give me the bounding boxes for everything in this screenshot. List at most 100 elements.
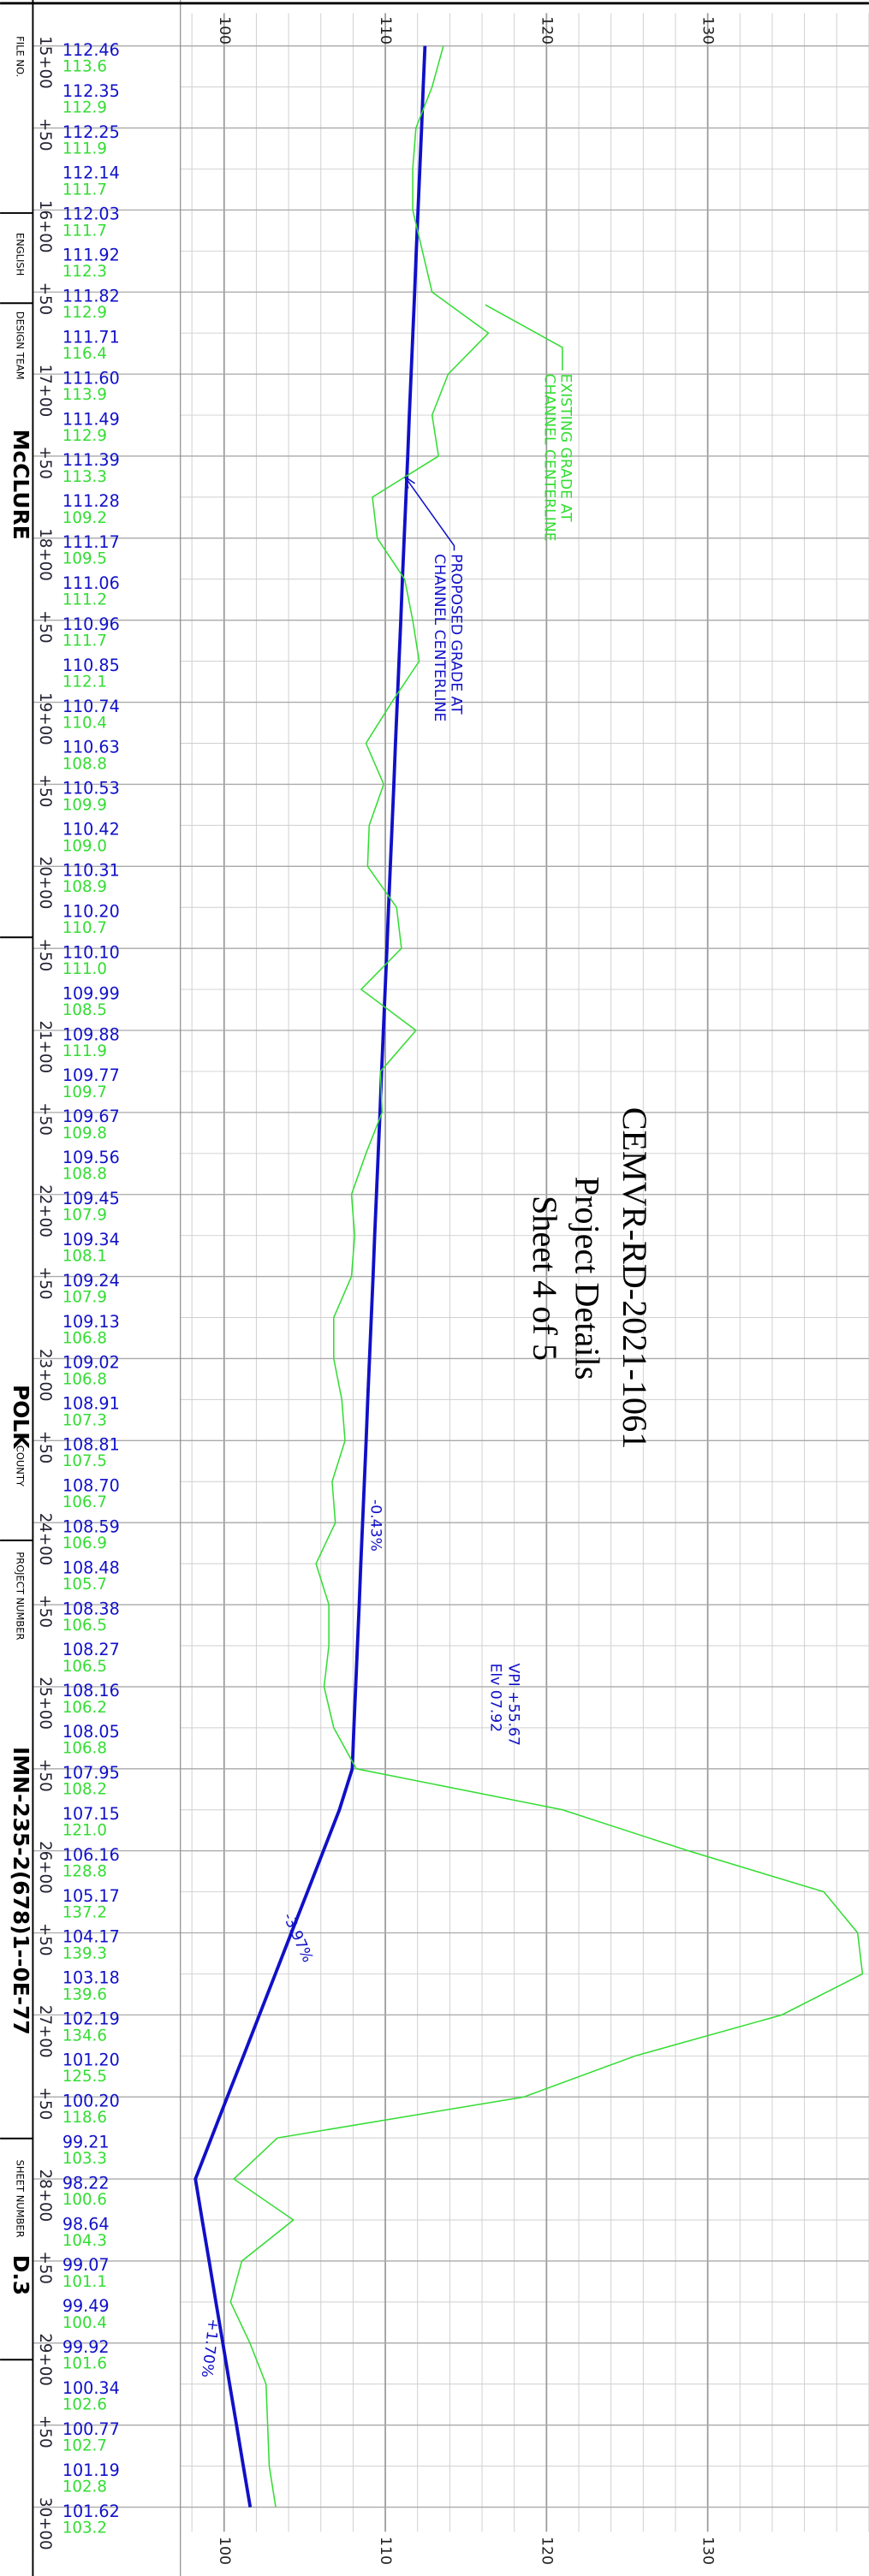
y-tick-label: 110 — [377, 2537, 394, 2565]
elevation-label: 110.63 — [62, 738, 120, 757]
elevation-label: 106.8 — [62, 1329, 107, 1347]
elevation-label: 102.8 — [62, 2478, 107, 2496]
annotation: -0.43% — [367, 1499, 384, 1552]
elevation-label: 112.3 — [62, 263, 107, 281]
x-tick-label: 17+00 — [36, 365, 54, 418]
x-tick-label: +50 — [36, 1759, 54, 1791]
elevation-label: 105.17 — [62, 1886, 120, 1906]
elevation-label: 101.1 — [62, 2273, 107, 2291]
elevation-label: 121.0 — [62, 1822, 107, 1840]
elevation-label: 100.6 — [62, 2191, 107, 2209]
x-tick-label: +50 — [36, 2251, 54, 2283]
elevation-label: 110.96 — [62, 614, 120, 634]
x-tick-label: 28+00 — [36, 2169, 54, 2223]
elevation-label: 108.8 — [62, 755, 107, 773]
chart-title: CEMVR-RD-2021-1061 — [616, 1107, 654, 1450]
elevation-label: 106.16 — [62, 1845, 120, 1865]
x-tick-label: 18+00 — [36, 528, 54, 581]
elevation-label: 128.8 — [62, 1863, 107, 1881]
x-tick-label: 27+00 — [36, 2005, 54, 2058]
elevation-label: 110.42 — [62, 820, 120, 840]
x-tick-label: 15+00 — [36, 36, 54, 89]
elevation-label: 107.3 — [62, 1411, 107, 1429]
elevation-label: 109.88 — [62, 1024, 120, 1044]
elevation-label: 111.82 — [62, 286, 120, 306]
elevation-label: 99.49 — [62, 2296, 110, 2316]
elevation-label: 111.17 — [62, 532, 120, 552]
elevation-label: 109.99 — [62, 983, 120, 1003]
leader-line — [404, 476, 455, 551]
elevation-label: 109.2 — [62, 509, 107, 527]
plot: 112.46 112.35 112.25 112.14 112.03 111.92 111.… — [62, 40, 864, 2537]
elevation-label: 112.46 — [62, 40, 120, 60]
elevation-label: 108.48 — [62, 1558, 120, 1577]
elevation-label: 107.9 — [62, 1288, 107, 1306]
elevation-label: 110.74 — [62, 697, 120, 716]
elevation-label: 99.21 — [62, 2132, 110, 2152]
elevation-label: 109.45 — [62, 1189, 120, 1208]
elevation-label: 110.7 — [62, 919, 107, 937]
elevation-label: 101.6 — [62, 2355, 107, 2373]
elevation-label: 110.31 — [62, 861, 120, 881]
elevation-label: 101.62 — [62, 2502, 120, 2521]
elevation-label: 108.5 — [62, 1001, 107, 1019]
elevation-label: 109.34 — [62, 1230, 120, 1249]
elevation-label: 111.7 — [62, 632, 107, 650]
elevation-label: 100.20 — [62, 2091, 120, 2110]
elevation-label: 112.1 — [62, 674, 107, 691]
elevation-label: 110.85 — [62, 656, 120, 675]
elevation-label: 102.19 — [62, 2009, 120, 2029]
elevation-label: 105.7 — [62, 1576, 107, 1594]
elevation-label: 109.67 — [62, 1107, 120, 1126]
elevation-label: 111.0 — [62, 960, 107, 978]
elevation-label: 99.07 — [62, 2255, 110, 2275]
elevation-label: 110.20 — [62, 901, 120, 921]
y-tick-label: 100 — [216, 16, 233, 45]
y-tick-label: 110 — [377, 16, 394, 45]
elevation-label: 109.13 — [62, 1312, 120, 1332]
existing-grade-line — [229, 45, 864, 2508]
existing-grade-label: CHANNEL CENTERLINE — [541, 374, 558, 542]
elevation-label: 106.8 — [62, 1740, 107, 1758]
elevation-label: 106.5 — [62, 1658, 107, 1676]
x-tick-label: +50 — [36, 1595, 54, 1628]
x-tick-label: 29+00 — [36, 2333, 54, 2386]
design-team-label: DESIGN TEAM — [15, 312, 27, 380]
x-tick-label: 22+00 — [36, 1184, 54, 1238]
elevation-label: 102.7 — [62, 2437, 107, 2455]
elevation-label: 109.0 — [62, 837, 107, 855]
elevation-label: 110.4 — [62, 714, 107, 732]
elevation-label: 112.03 — [62, 205, 120, 224]
proposed-grade-line — [193, 45, 427, 2508]
elevation-label: 108.59 — [62, 1517, 120, 1536]
elevation-label: 111.9 — [62, 1042, 107, 1060]
elevation-label: 112.9 — [62, 98, 107, 116]
elevation-label: 98.64 — [62, 2214, 110, 2234]
x-tick-label: +50 — [36, 118, 54, 151]
x-tick-label: 16+00 — [36, 200, 54, 253]
elevation-label: 101.19 — [62, 2460, 120, 2480]
elevation-label: 111.9 — [62, 139, 107, 157]
proposed-grade-label: PROPOSED GRADE AT — [447, 554, 464, 715]
elevation-label: 139.3 — [62, 1944, 107, 1962]
y-tick-label: 130 — [699, 16, 717, 45]
elevation-label: 134.6 — [62, 2027, 107, 2045]
elevation-label: 107.9 — [62, 1207, 107, 1225]
elevation-label: 113.9 — [62, 386, 107, 404]
elevation-label: 112.14 — [62, 163, 120, 183]
x-tick-label: +50 — [36, 939, 54, 971]
annotation: Elv 07.92 — [486, 1663, 503, 1732]
elevation-label: 100.77 — [62, 2419, 120, 2439]
elevation-label: 118.6 — [62, 2109, 107, 2127]
elevation-label: 111.28 — [62, 491, 120, 511]
elevation-label: 111.92 — [62, 246, 120, 265]
elevation-label: 108.05 — [62, 1722, 120, 1742]
elevation-label: 109.77 — [62, 1065, 120, 1085]
title-block: FILE NO. ENGLISH DESIGN TEAM McCLURE POL… — [9, 36, 33, 2295]
units: ENGLISH — [15, 233, 27, 276]
leader-line — [485, 304, 563, 371]
x-tick-label: +50 — [36, 775, 54, 807]
elevation-label: 111.7 — [62, 222, 107, 240]
